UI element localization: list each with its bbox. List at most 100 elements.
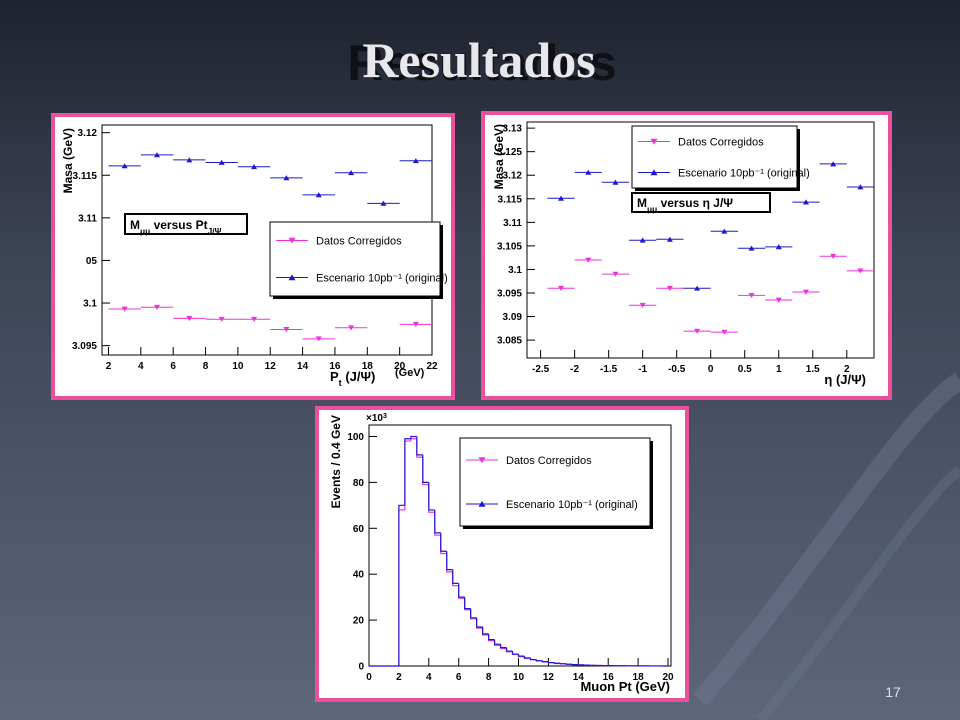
x-tick-label: 14 — [573, 672, 585, 683]
legend — [269, 221, 441, 297]
x-axis-label: Pt (J/Ψ) — [330, 369, 375, 388]
x-tick-label: 12 — [543, 672, 555, 683]
y-tick-label: 3.12 — [503, 171, 523, 182]
histogram-bin — [446, 551, 453, 571]
x-tick-label: 2 — [396, 672, 402, 683]
histogram-bin — [452, 569, 459, 584]
histogram-bin — [428, 482, 435, 511]
data-point — [857, 268, 864, 274]
legend-marker — [478, 500, 486, 507]
y-tick-label: 0 — [358, 662, 364, 673]
data-point — [412, 158, 419, 164]
text-part: (J/Ψ) — [342, 369, 376, 384]
y-tick-label: 20 — [353, 616, 365, 627]
y-tick-label: 100 — [347, 432, 364, 443]
data-point — [380, 200, 387, 206]
histogram-bin — [553, 662, 561, 664]
legend — [459, 437, 651, 527]
page-number: 17 — [885, 684, 901, 700]
x-tick-label: 18 — [362, 361, 374, 372]
x-tick-label: 0 — [366, 672, 372, 683]
text-part: ×10 — [366, 413, 383, 424]
data-point — [802, 289, 809, 295]
legend-marker — [478, 457, 486, 464]
legend — [631, 125, 798, 189]
x-tick-label: 4 — [426, 672, 432, 683]
annotation-box — [631, 192, 771, 213]
x-tick-label: 22 — [426, 361, 438, 372]
data-point — [154, 304, 160, 310]
decor-swoosh — [693, 372, 960, 706]
legend-label: Datos Corregidos — [678, 137, 764, 149]
y-tick-label: 3.095 — [72, 341, 97, 352]
data-point — [154, 152, 160, 158]
data-point — [639, 237, 646, 243]
text-part: μμ — [647, 204, 657, 214]
legend-label: Escenario 10pb⁻¹ (original) — [678, 168, 810, 180]
text-part: Muon Pt (GeV) — [580, 679, 670, 694]
histogram-bin — [410, 435, 417, 439]
histogram-bin — [493, 639, 501, 645]
data-point — [186, 315, 193, 322]
data-point — [283, 175, 290, 181]
x-tick-label: 14 — [297, 361, 309, 372]
histogram-bin — [499, 644, 507, 649]
histogram-bin — [458, 583, 465, 598]
y-axis-label: Events / 0.4 GeV — [329, 415, 343, 508]
data-point — [694, 285, 701, 291]
histogram-bin — [511, 651, 519, 655]
y-tick-label: 3.13 — [503, 124, 523, 135]
x-tick-label: 20 — [662, 672, 674, 683]
text-part: versus Pt — [150, 218, 207, 232]
x-tick-label: 16 — [329, 361, 341, 372]
y-tick-label: 3.1 — [508, 265, 522, 276]
text-part: μμ — [140, 226, 150, 236]
data-point — [251, 316, 258, 322]
data-point — [585, 169, 592, 175]
legend-label: Escenario 10pb⁻¹ (original) — [506, 499, 638, 511]
x-axis-label: Muon Pt (GeV) — [580, 679, 670, 694]
text-part: 3 — [383, 413, 387, 420]
x-tick-label: 18 — [633, 672, 645, 683]
data-point — [748, 245, 755, 251]
annotation: Mμμ versus PtJ/Ψ — [130, 218, 222, 236]
histogram-bin — [482, 626, 489, 635]
y-multiplier: ×103 — [366, 413, 387, 425]
legend-marker — [650, 169, 658, 176]
data-point — [857, 184, 864, 190]
histogram-bin — [422, 454, 429, 483]
x-tick-label: 4 — [138, 361, 144, 372]
x-tick-label: 2 — [106, 361, 112, 372]
legend-marker — [288, 274, 296, 281]
text-part: η (J/Ψ) — [824, 372, 866, 387]
y-tick-label: 80 — [353, 478, 365, 489]
x-axis-unit: (GeV) — [395, 367, 425, 379]
x-tick-label: 10 — [513, 672, 525, 683]
plot-frame — [526, 121, 875, 359]
y-tick-label: 3.125 — [497, 147, 522, 158]
data-point — [251, 164, 258, 170]
x-tick-label: -2 — [570, 364, 579, 375]
data-point — [802, 199, 809, 205]
histogram-bin — [517, 654, 525, 657]
y-tick-label: 3.115 — [73, 171, 98, 182]
x-tick-label: 20 — [394, 361, 406, 372]
x-tick-label: 0 — [708, 364, 714, 375]
histogram-bin — [464, 597, 471, 610]
histogram-bin — [434, 509, 441, 534]
histogram-bin — [440, 532, 447, 552]
y-tick-label: 3.11 — [78, 213, 97, 224]
x-tick-label: 1 — [776, 364, 782, 375]
data-point — [218, 316, 225, 322]
data-point — [666, 285, 673, 291]
histogram-bin — [529, 657, 537, 661]
text-part: J/Ψ — [208, 226, 222, 236]
legend-marker — [650, 138, 658, 145]
x-tick-label: 8 — [486, 672, 492, 683]
x-tick-label: 2 — [844, 364, 850, 375]
histogram-bin — [488, 633, 495, 641]
histogram-bin — [541, 660, 549, 663]
text-part: M — [130, 218, 140, 232]
data-point — [775, 297, 782, 303]
chart: 3.095 3.1 05 3.11 3.115 3.12 2 4 6 8 10 12 14 16 18 20 2… — [51, 113, 455, 400]
